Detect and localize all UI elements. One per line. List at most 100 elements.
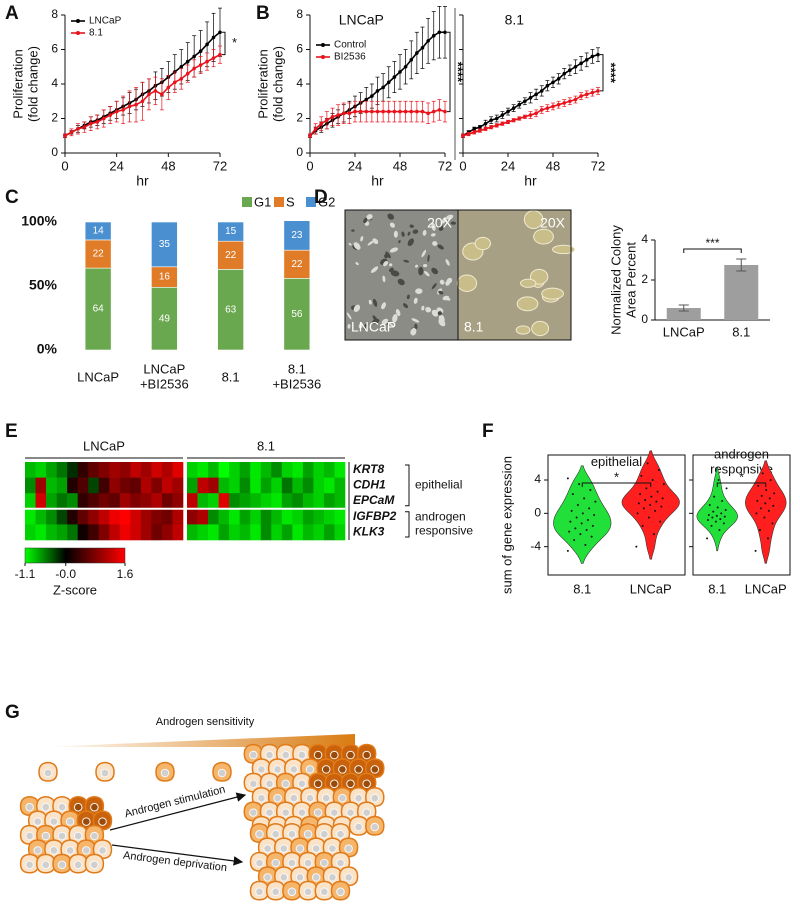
data-point [403,64,408,69]
data-point [319,121,324,126]
data-point [63,133,67,138]
plot-frame [692,454,791,576]
data-point [528,96,533,100]
data-point [755,512,758,515]
data-label: 56 [291,309,303,320]
data-point [645,487,648,490]
data-point [591,524,594,527]
data-point [185,59,190,64]
cell [402,303,409,309]
cell [381,302,387,310]
data-point [583,497,586,500]
data-point [725,487,728,490]
data-point [205,42,209,47]
data-point [659,520,662,523]
cell-nucleus [43,768,53,778]
y-axis-label-line: Proliferation [256,49,271,118]
data-point [717,479,720,481]
micrograph [344,209,459,341]
data-point [763,516,766,519]
data-point [636,512,639,515]
data-point [570,509,573,512]
data-point [179,77,184,81]
cell-nucleus [336,829,345,839]
data-label: 22 [225,250,237,261]
cell-nucleus [289,793,299,803]
heatmap-cell [260,462,272,478]
cell-nucleus [279,873,289,882]
colony [531,320,550,337]
y-tick-label: 0 [296,145,303,159]
heatmap-cell [323,493,335,510]
data-point [437,108,442,112]
colony [529,268,549,285]
data-point [192,54,196,59]
y-tick-label: 100% [21,213,57,229]
heatmap-cell [302,477,314,494]
data-point [95,120,100,124]
significance-bracket [600,54,604,92]
colony [456,274,478,292]
data-point [713,495,716,498]
heatmap-cell [77,508,89,525]
cell [314,880,335,901]
data-point [767,509,770,512]
x-tick-label: LNCaP [77,369,119,384]
colony [474,236,491,251]
cell [437,244,444,250]
cell-nucleus [90,802,99,812]
data-point [205,59,209,64]
legend-swatch [242,197,252,207]
cell-nucleus [305,765,315,774]
cell-nucleus [362,779,371,789]
cell-nucleus [57,831,67,841]
heatmap-cell [172,462,184,478]
data-point [772,504,775,507]
heatmap-cell [271,508,283,525]
heatmap-cell [172,477,184,494]
y-tick-label: 50% [29,277,58,293]
data-point [759,507,762,510]
legend-swatch [76,31,80,35]
micrograph-border [457,209,572,341]
data-point [114,109,119,114]
violin [553,465,612,564]
group-label-line: epithelial [415,478,462,492]
heatmap-cell [56,493,68,510]
heatmap-cell [239,524,251,541]
cell [314,822,335,843]
legend-label: G2 [318,194,335,209]
heatmap-cell [250,493,262,510]
cell-nucleus [313,808,323,817]
data-point [211,35,216,40]
colony [516,296,539,312]
cell-nucleus [338,793,347,803]
cell-nucleus [328,844,337,853]
heatmap-cell [151,508,163,525]
data-point [589,489,592,491]
data-point [386,109,391,114]
bar-segment [151,221,178,268]
cell-nucleus [313,750,323,760]
heatmap-cell [292,524,304,541]
plot-frame [547,454,686,576]
heatmap-cell [172,524,184,541]
legend-swatch [306,197,316,207]
x-tick-label: 0 [459,158,466,173]
heatmap-cell [187,477,198,494]
data-label: 22 [93,249,105,260]
y-tick-label: -4 [530,539,541,553]
heatmap-cell [208,508,219,525]
data-point [655,500,658,503]
data-point [545,83,550,88]
data-point [431,109,436,114]
cell [353,242,361,250]
data-point [651,479,654,481]
heatmap-cell [119,524,131,541]
panel-letter: C [5,187,19,208]
y-axis-label: Proliferation(fold change) [256,46,286,122]
heatmap-cell [161,524,173,541]
heatmap-cell [172,493,184,510]
data-point [370,94,374,98]
cell [324,743,345,764]
